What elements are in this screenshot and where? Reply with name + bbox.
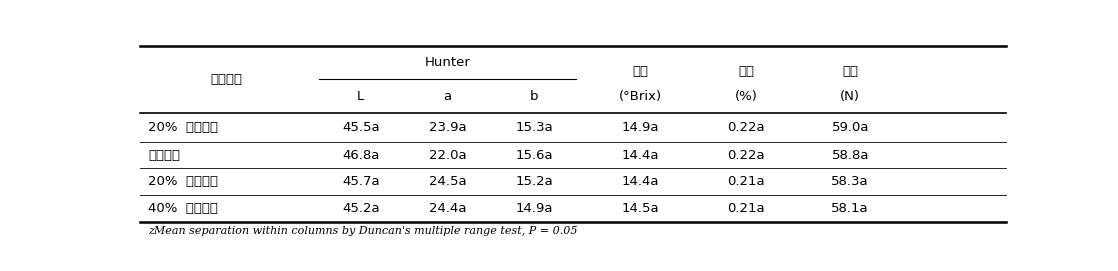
Text: 45.5a: 45.5a — [342, 121, 379, 134]
Text: 0.21a: 0.21a — [728, 175, 765, 188]
Text: 20%  과다착과: 20% 과다착과 — [149, 175, 218, 188]
Text: 관행착과: 관행착과 — [149, 149, 180, 162]
Text: 20%  과소착과: 20% 과소착과 — [149, 121, 218, 134]
Text: 15.6a: 15.6a — [515, 149, 552, 162]
Text: 58.1a: 58.1a — [832, 202, 869, 215]
Text: 당도: 당도 — [633, 64, 648, 78]
Text: 14.9a: 14.9a — [622, 121, 660, 134]
Text: 58.8a: 58.8a — [832, 149, 869, 162]
Text: 처리내용: 처리내용 — [210, 73, 243, 86]
Text: 경도: 경도 — [842, 64, 859, 78]
Text: 0.22a: 0.22a — [728, 121, 765, 134]
Text: 45.2a: 45.2a — [342, 202, 379, 215]
Text: (°Brix): (°Brix) — [619, 90, 662, 103]
Text: 0.21a: 0.21a — [728, 202, 765, 215]
Text: 22.0a: 22.0a — [428, 149, 466, 162]
Text: 58.3a: 58.3a — [832, 175, 869, 188]
Text: zMean separation within columns by Duncan's multiple range test, P = 0.05: zMean separation within columns by Dunca… — [149, 226, 578, 236]
Text: 14.4a: 14.4a — [622, 175, 660, 188]
Text: Hunter: Hunter — [425, 56, 471, 69]
Text: 59.0a: 59.0a — [832, 121, 869, 134]
Text: a: a — [443, 90, 452, 103]
Text: 14.9a: 14.9a — [515, 202, 552, 215]
Text: 14.4a: 14.4a — [622, 149, 660, 162]
Text: (N): (N) — [841, 90, 860, 103]
Text: 46.8a: 46.8a — [342, 149, 379, 162]
Text: 0.22a: 0.22a — [728, 149, 765, 162]
Text: 산도: 산도 — [738, 64, 755, 78]
Text: 14.5a: 14.5a — [622, 202, 660, 215]
Text: 45.7a: 45.7a — [342, 175, 379, 188]
Text: b: b — [530, 90, 538, 103]
Text: 23.9a: 23.9a — [428, 121, 466, 134]
Text: L: L — [357, 90, 364, 103]
Text: 15.2a: 15.2a — [515, 175, 553, 188]
Text: 24.4a: 24.4a — [428, 202, 466, 215]
Text: 40%  과다착과: 40% 과다착과 — [149, 202, 218, 215]
Text: 24.5a: 24.5a — [428, 175, 466, 188]
Text: 15.3a: 15.3a — [515, 121, 553, 134]
Text: (%): (%) — [735, 90, 758, 103]
